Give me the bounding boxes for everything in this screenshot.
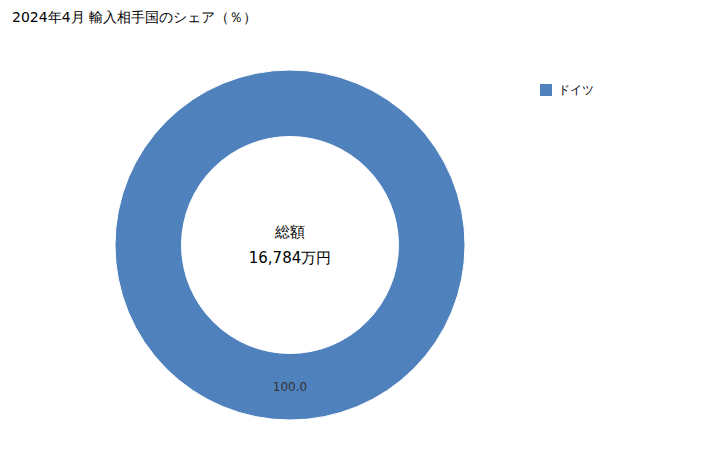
plot: 100.0 総額 16,784万円 <box>115 70 465 420</box>
legend-label: ドイツ <box>558 83 594 97</box>
slice <box>115 70 465 420</box>
center-label: 16,784万円 <box>249 249 332 267</box>
title: 2024年4月 輸入相手国のシェア（％） <box>12 9 257 25</box>
legend-item: ドイツ <box>540 83 594 97</box>
legend: ドイツ <box>540 83 594 97</box>
slices <box>115 70 465 420</box>
legend-swatch <box>540 84 552 96</box>
center-label: 総額 <box>274 223 305 241</box>
chart: 2024年4月 輸入相手国のシェア（％） 100.0 総額 16,784万円 ドイツ <box>0 0 728 450</box>
data-labels: 100.0 <box>273 380 307 394</box>
data-label: 100.0 <box>273 380 307 394</box>
